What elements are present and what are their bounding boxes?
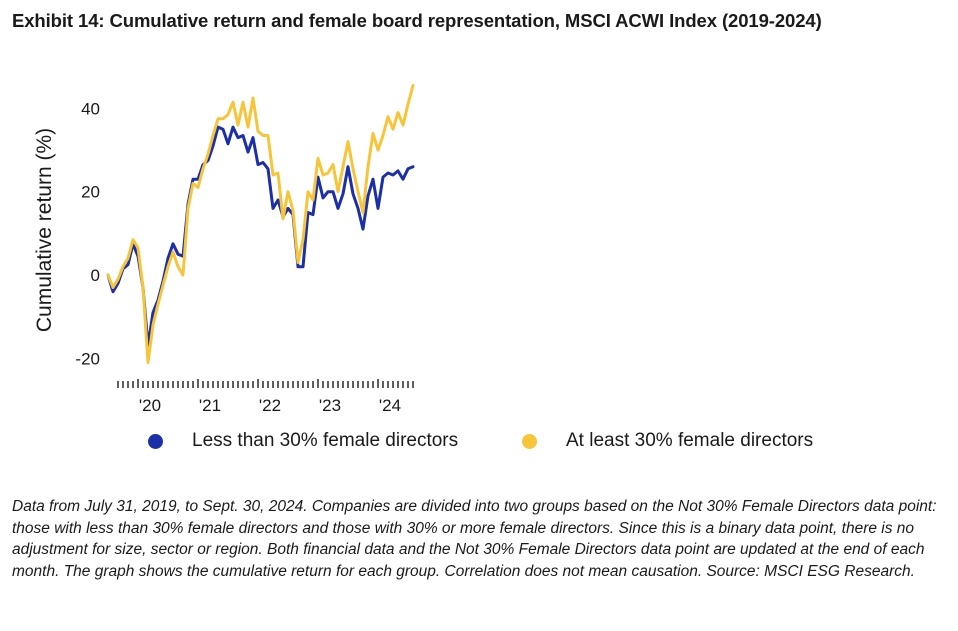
legend-dot-yellow-icon <box>522 433 537 449</box>
x-tick-label: '24 <box>379 396 401 415</box>
x-tick-label: '20 <box>139 396 161 415</box>
legend-item-less-than-30: Less than 30% female directors <box>148 430 458 452</box>
legend-dot-blue-icon <box>148 433 163 449</box>
y-axis-label-group: Cumulative return (%) <box>33 128 56 332</box>
series-lines <box>106 84 415 364</box>
y-tick-label: -20 <box>75 349 100 368</box>
x-tick-label: '23 <box>319 396 341 415</box>
legend-label-less-than-30: Less than 30% female directors <box>192 430 459 451</box>
line-chart: Cumulative return (%) -20 0 20 40 '20 '21 '22… <box>33 84 415 415</box>
chart-title: Exhibit 14: Cumulative return and female… <box>12 10 822 31</box>
y-tick-label: 40 <box>81 99 100 118</box>
series-line-less-than-30 <box>106 125 415 348</box>
series-line-at-least-30 <box>106 84 415 364</box>
x-axis: '20 '21 '22 '23 '24 <box>117 379 414 415</box>
footnote: Data from July 31, 2019, to Sept. 30, 20… <box>12 498 937 580</box>
y-tick-label: 20 <box>81 183 100 202</box>
legend-label-at-least-30: At least 30% female directors <box>566 430 814 451</box>
legend: Less than 30% female directors At least … <box>0 430 958 454</box>
y-axis-label: Cumulative return (%) <box>33 128 56 332</box>
y-axis-ticks: -20 0 20 40 <box>75 99 100 368</box>
y-tick-label: 0 <box>91 266 100 285</box>
x-tick-label: '21 <box>199 396 221 415</box>
x-tick-label: '22 <box>259 396 281 415</box>
legend-item-at-least-30: At least 30% female directors <box>522 430 813 452</box>
